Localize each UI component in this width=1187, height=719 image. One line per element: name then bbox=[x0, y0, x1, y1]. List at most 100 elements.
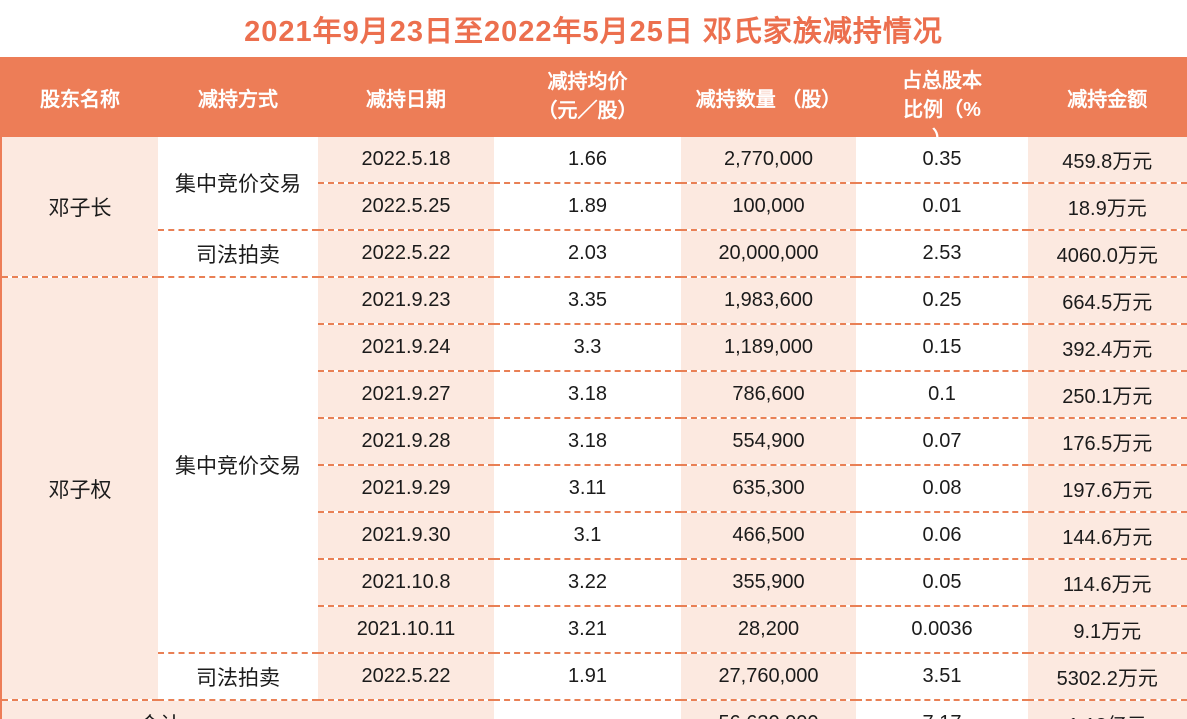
date-cell: 2022.5.22 bbox=[318, 652, 494, 700]
amount-cell: 4060.0万元 bbox=[1028, 229, 1187, 277]
pct-cell: 0.35 bbox=[856, 137, 1028, 183]
pct-cell: 0.25 bbox=[856, 276, 1028, 324]
qty-cell: 2,770,000 bbox=[681, 137, 856, 183]
pct-cell: 0.08 bbox=[856, 464, 1028, 512]
header-percent-lines: 占总股本 比例（% ） bbox=[856, 57, 1028, 137]
shareholder-cell: 邓子长 bbox=[1, 137, 158, 277]
amount-cell: 114.6万元 bbox=[1028, 558, 1187, 606]
header-col-date: 减持日期 bbox=[318, 57, 494, 137]
header-col-method: 减持方式 bbox=[158, 57, 318, 137]
total-amount-cell: 1.18亿元 bbox=[1028, 699, 1187, 719]
qty-cell: 1,983,600 bbox=[681, 276, 856, 324]
table-row: 2022.5.25 1.89 100,000 0.01 18.9万元 bbox=[1, 182, 1187, 230]
total-row: 合计 56,630,000 7.17 1.18亿元 bbox=[1, 699, 1187, 719]
date-cell: 2021.9.28 bbox=[318, 417, 494, 465]
qty-cell: 635,300 bbox=[681, 464, 856, 512]
amount-cell: 18.9万元 bbox=[1028, 182, 1187, 230]
table-row: 2021.9.27 3.18 786,600 0.1 250.1万元 bbox=[1, 370, 1187, 418]
pct-cell: 0.01 bbox=[856, 182, 1028, 230]
date-cell: 2021.9.24 bbox=[318, 323, 494, 371]
price-cell: 3.3 bbox=[494, 323, 681, 371]
pct-cell: 0.05 bbox=[856, 558, 1028, 606]
qty-cell: 355,900 bbox=[681, 558, 856, 606]
header-col-price: 减持均价 （元／股） bbox=[494, 57, 681, 137]
qty-cell: 554,900 bbox=[681, 417, 856, 465]
pct-cell: 0.06 bbox=[856, 511, 1028, 559]
date-cell: 2022.5.25 bbox=[318, 182, 494, 230]
amount-cell: 250.1万元 bbox=[1028, 370, 1187, 418]
table-row: 邓子权 集中竞价交易 2021.9.23 3.35 1,983,600 0.25… bbox=[1, 276, 1187, 700]
table-header: 股东名称 减持方式 减持日期 减持均价 （元／股） 减持数量 （股） 占总股本 … bbox=[1, 57, 1187, 137]
header-price-lines: 减持均价 （元／股） bbox=[494, 57, 681, 137]
date-cell: 2021.10.11 bbox=[318, 605, 494, 653]
price-cell: 3.22 bbox=[494, 558, 681, 606]
amount-cell: 5302.2万元 bbox=[1028, 652, 1187, 700]
header-percent-line2: 比例（% bbox=[903, 99, 981, 121]
amount-cell: 197.6万元 bbox=[1028, 464, 1187, 512]
qty-cell: 28,200 bbox=[681, 605, 856, 653]
qty-cell: 20,000,000 bbox=[681, 229, 856, 277]
price-cell: 3.1 bbox=[494, 511, 681, 559]
header-price-line1: 减持均价 bbox=[547, 71, 628, 93]
table-row: 2021.10.8 3.22 355,900 0.05 114.6万元 bbox=[1, 558, 1187, 606]
price-cell: 3.18 bbox=[494, 417, 681, 465]
table-row: 2021.9.29 3.11 635,300 0.08 197.6万元 bbox=[1, 464, 1187, 512]
date-cell: 2021.9.30 bbox=[318, 511, 494, 559]
price-cell: 3.35 bbox=[494, 276, 681, 324]
table-row: 司法拍卖 2022.5.22 1.91 27,760,000 3.51 5302… bbox=[1, 652, 1187, 700]
price-cell: 3.21 bbox=[494, 605, 681, 653]
date-cell: 2022.5.22 bbox=[318, 229, 494, 277]
method-cell: 集中竞价交易 bbox=[158, 276, 318, 653]
method-cell: 司法拍卖 bbox=[158, 229, 318, 277]
method-cell: 司法拍卖 bbox=[158, 652, 318, 700]
amount-cell: 664.5万元 bbox=[1028, 276, 1187, 324]
page-title: 2021年9月23日至2022年5月25日 邓氏家族减持情况 bbox=[244, 15, 943, 48]
qty-cell: 27,760,000 bbox=[681, 652, 856, 700]
price-cell: 3.11 bbox=[494, 464, 681, 512]
pct-cell: 0.0036 bbox=[856, 605, 1028, 653]
qty-cell: 100,000 bbox=[681, 182, 856, 230]
date-cell: 2021.9.27 bbox=[318, 370, 494, 418]
price-cell: 1.66 bbox=[494, 137, 681, 183]
header-percent-line3: ） bbox=[856, 125, 1028, 137]
pct-cell: 0.07 bbox=[856, 417, 1028, 465]
amount-cell: 176.5万元 bbox=[1028, 417, 1187, 465]
header-col-amount: 减持金额 bbox=[1028, 57, 1187, 137]
price-cell: 1.91 bbox=[494, 652, 681, 700]
header-percent-line1: 占总股本 bbox=[902, 70, 982, 92]
total-pct-cell: 7.17 bbox=[856, 699, 1028, 719]
qty-cell: 1,189,000 bbox=[681, 323, 856, 371]
price-cell: 3.18 bbox=[494, 370, 681, 418]
price-cell: 2.03 bbox=[494, 229, 681, 277]
qty-cell: 786,600 bbox=[681, 370, 856, 418]
pct-cell: 3.51 bbox=[856, 652, 1028, 700]
amount-cell: 459.8万元 bbox=[1028, 137, 1187, 183]
method-cell: 集中竞价交易 bbox=[158, 137, 318, 230]
header-price-line2: （元／股） bbox=[537, 100, 638, 122]
table-row: 2021.9.30 3.1 466,500 0.06 144.6万元 bbox=[1, 511, 1187, 559]
holdings-table: 股东名称 减持方式 减持日期 减持均价 （元／股） 减持数量 （股） 占总股本 … bbox=[0, 57, 1187, 719]
table-row: 邓子长 集中竞价交易 2022.5.18 1.66 2,770,000 0.35… bbox=[1, 137, 1187, 277]
amount-cell: 144.6万元 bbox=[1028, 511, 1187, 559]
date-cell: 2021.10.8 bbox=[318, 558, 494, 606]
pct-cell: 0.15 bbox=[856, 323, 1028, 371]
price-cell: 1.89 bbox=[494, 182, 681, 230]
amount-cell: 9.1万元 bbox=[1028, 605, 1187, 653]
date-cell: 2022.5.18 bbox=[318, 137, 494, 183]
table-row: 司法拍卖 2022.5.22 2.03 20,000,000 2.53 4060… bbox=[1, 229, 1187, 277]
date-cell: 2021.9.29 bbox=[318, 464, 494, 512]
amount-cell: 392.4万元 bbox=[1028, 323, 1187, 371]
total-qty-cell: 56,630,000 bbox=[681, 699, 856, 719]
table-row: 2021.10.11 3.21 28,200 0.0036 9.1万元 bbox=[1, 605, 1187, 653]
header-col-shareholder: 股东名称 bbox=[1, 57, 158, 137]
header-col-percent: 占总股本 比例（% ） bbox=[856, 57, 1028, 137]
table-row: 2021.9.28 3.18 554,900 0.07 176.5万元 bbox=[1, 417, 1187, 465]
pct-cell: 2.53 bbox=[856, 229, 1028, 277]
total-price-cell bbox=[494, 699, 681, 719]
total-date-cell bbox=[318, 699, 494, 719]
pct-cell: 0.1 bbox=[856, 370, 1028, 418]
header-row: 股东名称 减持方式 减持日期 减持均价 （元／股） 减持数量 （股） 占总股本 … bbox=[1, 57, 1187, 137]
shareholder-cell: 邓子权 bbox=[1, 276, 158, 700]
qty-cell: 466,500 bbox=[681, 511, 856, 559]
